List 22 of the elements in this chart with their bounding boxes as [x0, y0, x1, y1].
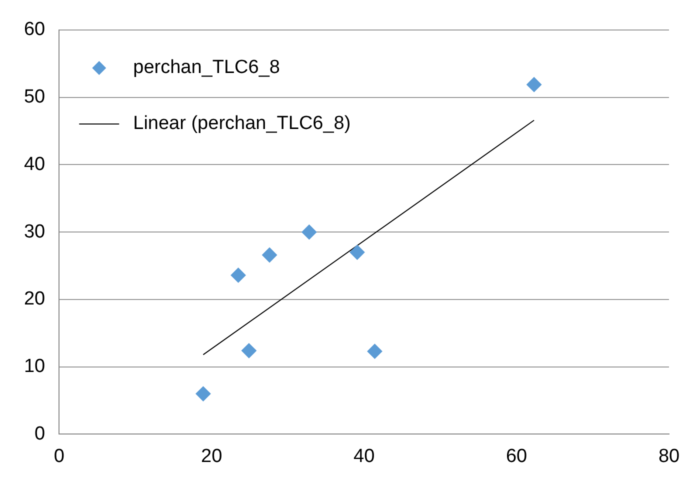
- point: [350, 244, 365, 260]
- point: [367, 344, 382, 359]
- point: [302, 224, 317, 240]
- y-tick-label: 60: [24, 19, 46, 40]
- legend-label: Linear (perchan_TLC6_8): [133, 113, 351, 134]
- y-tick-label: 40: [24, 154, 46, 175]
- point: [230, 268, 246, 283]
- point: [262, 248, 278, 263]
- y-tick-label: 30: [24, 221, 46, 242]
- point: [196, 386, 211, 402]
- x-tick-label: 20: [201, 446, 222, 467]
- x-tick-label: 60: [506, 446, 528, 467]
- y-tick-label: 10: [24, 356, 46, 378]
- x-tick-label: 0: [54, 446, 64, 467]
- y-tick-label: 0: [34, 423, 46, 444]
- x-tick-label: 40: [353, 446, 375, 467]
- point: [241, 343, 256, 358]
- x-tick-label: 80: [658, 446, 680, 467]
- point: [526, 77, 542, 92]
- y-tick-label: 50: [24, 86, 46, 108]
- legend-label: perchan_TLC6_8: [133, 57, 280, 78]
- y-tick-label: 20: [24, 288, 46, 310]
